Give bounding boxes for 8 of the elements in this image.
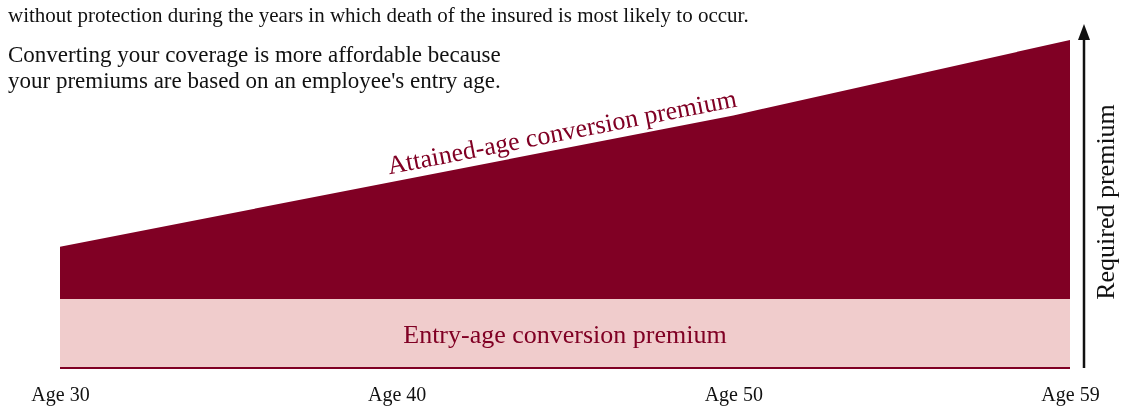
- series-label: Entry-age conversion premium: [403, 319, 727, 349]
- x-tick-label: Age 40: [368, 383, 427, 406]
- x-tick-label: Age 30: [31, 383, 90, 406]
- text: without protection during the years in which death of the insured is most likely to occur.: [8, 3, 749, 27]
- annotation: Converting your coverage is more affordable because your premiums are based on an employee's entry age.: [8, 42, 502, 94]
- x-tick-label: Age 59: [1041, 383, 1100, 406]
- y-axis-title: Required premium: [1091, 104, 1120, 300]
- x-tick-label: Age 50: [704, 383, 763, 406]
